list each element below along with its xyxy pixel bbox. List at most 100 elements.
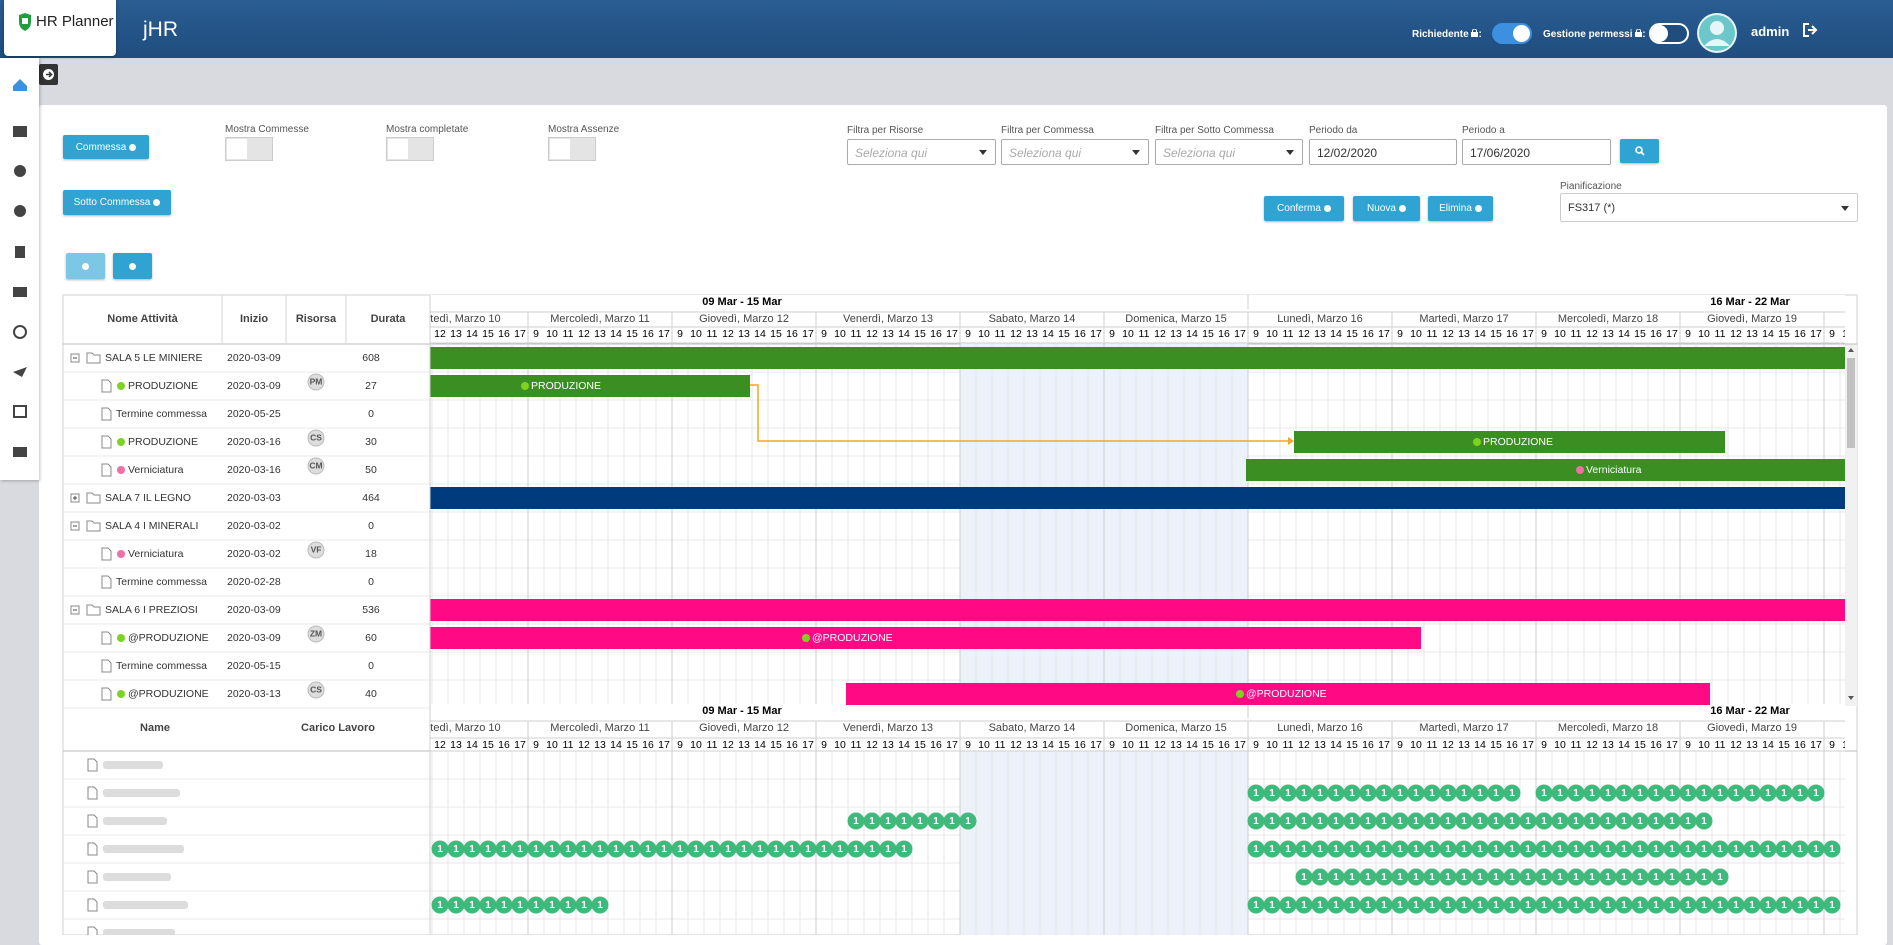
workload-cell [1295, 896, 1313, 914]
label: Elimina [1439, 203, 1472, 214]
sidebar-toggle[interactable] [39, 64, 58, 85]
workload-label: 1 [1493, 844, 1499, 855]
workload-label: 1 [1717, 788, 1723, 799]
resource: CM [309, 460, 322, 470]
plane-icon[interactable] [13, 367, 27, 377]
column-header: Carico Lavoro [301, 722, 375, 734]
workload-cell [1359, 868, 1377, 886]
task-bar[interactable] [430, 599, 1845, 621]
task-bar[interactable] [430, 487, 1845, 509]
task-name: SALA 4 I MINERALI [105, 520, 198, 532]
home-icon[interactable] [13, 79, 27, 91]
chart-icon[interactable] [14, 165, 26, 177]
workload-cell [1455, 840, 1473, 858]
filter-label: Filtra per Risorse [847, 125, 924, 136]
logo[interactable]: HR Planner [4, 0, 116, 56]
expand-button[interactable] [66, 253, 105, 279]
card-icon[interactable] [13, 287, 27, 297]
task-bar[interactable] [1294, 431, 1725, 453]
hour-label: 17 [1810, 328, 1822, 340]
collapse-button[interactable] [113, 253, 152, 279]
workload-label: 1 [1477, 900, 1483, 911]
workload-cell [1695, 896, 1713, 914]
task-bar[interactable] [430, 347, 1845, 369]
workload-cell [911, 812, 929, 830]
workload-label: 1 [1445, 872, 1451, 883]
list-icon[interactable] [13, 447, 27, 457]
avatar[interactable] [1696, 12, 1738, 54]
workload-cell [783, 840, 801, 858]
workload-cell [1295, 840, 1313, 858]
hour-label: 16 [1506, 328, 1518, 340]
search-button[interactable] [1620, 139, 1659, 163]
workload-label: 1 [1333, 900, 1339, 911]
file-icon [87, 758, 98, 772]
conferma-button[interactable]: Conferma [1264, 196, 1344, 221]
hour-label: 12 [1586, 328, 1598, 340]
workload-label: 1 [1541, 816, 1547, 827]
workload-label: 1 [1317, 900, 1323, 911]
file-icon [101, 547, 112, 561]
workload-cell [1455, 784, 1473, 802]
richiedente-toggle[interactable] [1492, 23, 1532, 44]
hour-label: 11 [1427, 739, 1438, 751]
workload-cell [1423, 896, 1441, 914]
hour-label: 9 [821, 328, 827, 340]
elimina-button[interactable]: Elimina [1428, 196, 1493, 221]
toggle-knob [388, 139, 408, 159]
workload-cell [1359, 812, 1377, 830]
toggle-switch[interactable] [548, 137, 596, 161]
id-icon[interactable] [15, 246, 25, 258]
scrollbar-thumb[interactable] [1847, 358, 1855, 448]
user-name[interactable]: admin [1751, 24, 1790, 39]
workload-cell [1487, 868, 1505, 886]
filter-select[interactable]: Seleziona qui [1001, 139, 1149, 165]
hour-label: 12 [866, 739, 878, 751]
scroll-up[interactable] [1848, 348, 1854, 352]
task-bar[interactable] [846, 683, 1710, 705]
hour-label: 15 [1490, 328, 1502, 340]
workload-cell [1439, 896, 1457, 914]
workload-label: 1 [1493, 900, 1499, 911]
calendar-icon[interactable] [13, 405, 27, 418]
caret [1132, 150, 1140, 155]
hour-label: 16 [930, 328, 942, 340]
workload-cell [1647, 868, 1665, 886]
workload-cell [431, 896, 449, 914]
nuova-button[interactable]: Nuova [1353, 196, 1420, 221]
workload-label: 1 [549, 900, 555, 911]
clock-icon[interactable] [13, 325, 27, 339]
hour-label: 11 [707, 739, 718, 751]
users-icon[interactable] [14, 205, 26, 217]
task-bar[interactable] [1246, 459, 1845, 481]
sotto-commessa-button[interactable]: Sotto Commessa [63, 190, 171, 215]
hour-label: 11 [1139, 328, 1150, 340]
workload-label: 1 [1301, 788, 1307, 799]
hour-label: 16 [1650, 739, 1662, 751]
filter-select[interactable]: Seleziona qui [847, 139, 996, 165]
hour-label: 14 [466, 328, 478, 340]
filter-select[interactable]: Seleziona qui [1155, 139, 1303, 165]
gestione-toggle[interactable] [1649, 23, 1689, 44]
periodo-da-input[interactable]: 12/02/2020 [1309, 139, 1457, 165]
hour-label: 9 [1541, 328, 1547, 340]
toggle-switch[interactable] [386, 137, 434, 161]
workload-label: 1 [1365, 872, 1371, 883]
pianificazione-select[interactable]: FS317 (*) [1560, 193, 1858, 222]
hour-label: 11 [1427, 328, 1438, 340]
file-icon [101, 575, 112, 589]
workload-cell [1327, 840, 1345, 858]
task-bar[interactable] [430, 627, 1421, 649]
workload-cell [1519, 896, 1537, 914]
workload-label: 1 [645, 844, 651, 855]
task-bar[interactable] [430, 375, 750, 397]
workload-cell [1471, 784, 1489, 802]
workload-label: 1 [1461, 900, 1467, 911]
periodo-a-input[interactable]: 17/06/2020 [1462, 139, 1611, 165]
bank-icon[interactable] [13, 126, 27, 137]
scroll-down[interactable] [1848, 696, 1854, 700]
workload-cell [1391, 812, 1409, 830]
commessa-button[interactable]: Commessa [63, 135, 149, 159]
logout-icon[interactable] [1803, 23, 1819, 37]
toggle-switch[interactable] [225, 137, 273, 161]
